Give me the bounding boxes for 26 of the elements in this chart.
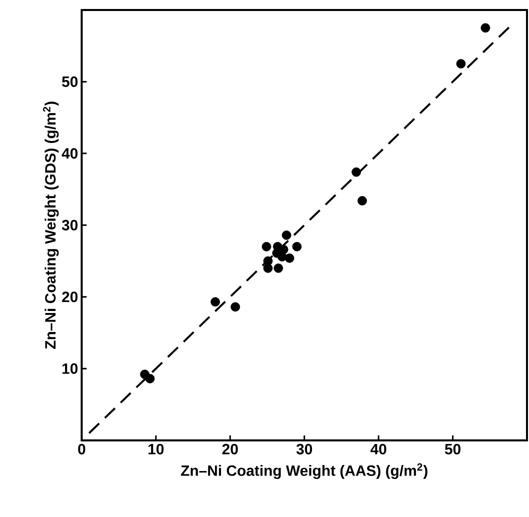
point: [358, 196, 367, 206]
point: [352, 167, 361, 177]
point: [230, 302, 240, 312]
x-tick-label: 10: [148, 444, 164, 454]
point: [263, 263, 273, 273]
x-tick-label: 50: [444, 444, 460, 454]
x-tick-label: 40: [370, 444, 386, 454]
point: [456, 59, 466, 68]
x-tick-label: 0: [78, 444, 86, 454]
point: [262, 242, 272, 252]
x-axis-title: Zn–Ni Coating Weight (AAS) (g/m$^{2}$): [180, 463, 428, 479]
point: [292, 242, 302, 252]
point: [210, 297, 220, 307]
point: [480, 23, 490, 33]
y-axis-title: Zn–Ni Coating Weight (GDS) (g/m$^{2}$): [43, 102, 59, 349]
y-tick-label: 10: [62, 363, 78, 374]
point: [145, 374, 155, 384]
point: [284, 253, 294, 263]
y-tick-label: 30: [62, 220, 78, 230]
x-tick-label: 20: [222, 444, 238, 454]
x-tick-label: 30: [296, 444, 312, 454]
y-tick-label: 40: [62, 148, 78, 159]
point: [282, 230, 292, 240]
y-tick-label: 50: [62, 76, 78, 87]
y-tick-label: 20: [62, 292, 78, 302]
point: [274, 263, 284, 273]
